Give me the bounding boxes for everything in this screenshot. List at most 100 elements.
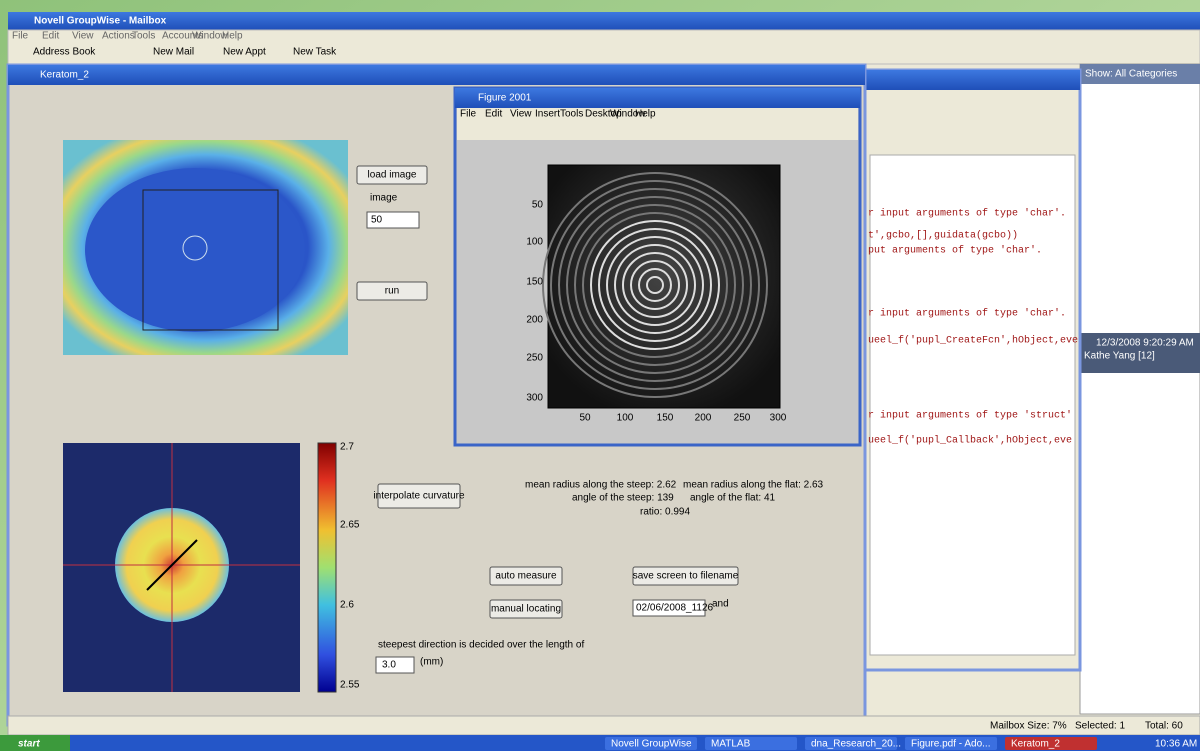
toolbar-label: New Mail: [153, 47, 194, 58]
ring: [614, 244, 696, 326]
task-item[interactable]: [1005, 737, 1097, 750]
length-input[interactable]: [375, 656, 415, 674]
ring: [598, 228, 712, 342]
app-title: Novell GroupWise - Mailbox: [34, 16, 167, 27]
image-select[interactable]: [366, 211, 420, 229]
auto-button-label: auto measure: [495, 571, 557, 582]
menu-item: Accounts: [162, 31, 203, 42]
run-button[interactable]: [356, 281, 428, 301]
y-tick-label: 300: [526, 393, 543, 404]
task-label: MATLAB: [711, 739, 751, 750]
x-tick-label: 100: [617, 413, 634, 424]
figure-menu-item: Insert: [535, 109, 560, 120]
y-tick-label: 250: [526, 353, 543, 364]
code-line: r input arguments of type 'char'.: [868, 208, 1066, 220]
manual-button[interactable]: [489, 599, 563, 619]
ring: [622, 252, 688, 318]
clock: 10:36 AM: [1155, 739, 1197, 750]
ring: [566, 196, 744, 374]
x-tick-label: 50: [579, 413, 591, 424]
figure-menu-item: View: [510, 109, 532, 120]
editor-titlebar: [865, 70, 1080, 90]
task-label: Keratom_2: [1011, 739, 1060, 750]
side-header: [1080, 64, 1200, 84]
figure-titlebar: [455, 88, 860, 108]
code-line: r input arguments of type 'struct': [868, 410, 1072, 422]
colorbar-label: 2.7: [340, 442, 354, 453]
load-button[interactable]: [356, 165, 428, 185]
result-text: mean radius along the flat: 2.63: [683, 480, 824, 491]
gui-titlebar: [8, 65, 865, 85]
steep-axis: [146, 539, 198, 591]
figure-title: Figure 2001: [478, 93, 532, 104]
editor-text-area: [869, 154, 1076, 656]
cornea-region: [85, 168, 305, 332]
x-tick-label: 150: [657, 413, 674, 424]
y-tick-label: 100: [526, 237, 543, 248]
app-toolbar: [7, 29, 1200, 65]
menu-item: File: [12, 31, 29, 42]
menu-item: Tools: [132, 31, 155, 42]
task-label: Figure.pdf - Ado...: [911, 739, 991, 750]
task-label: Novell GroupWise: [611, 739, 692, 750]
colorbar-label: 2.65: [340, 520, 360, 531]
manual-button-label: manual locating: [491, 604, 561, 615]
result-text: ratio: 0.994: [640, 507, 690, 518]
task-item[interactable]: [905, 737, 997, 750]
status-item: Mailbox Size: 7%: [990, 721, 1067, 732]
y-tick-label: 50: [532, 200, 544, 211]
app-titlebar: [8, 12, 1200, 30]
filename-input[interactable]: [632, 599, 706, 617]
code-line: r input arguments of type 'char'.: [868, 308, 1066, 320]
image-label: image: [370, 193, 398, 204]
ring: [574, 204, 736, 366]
steepest-label: steepest direction is decided over the l…: [378, 640, 584, 651]
figure-menu-item: Help: [635, 109, 656, 120]
ring: [582, 212, 728, 358]
ring: [646, 276, 664, 294]
code-line: ueel_f('pupl_CreateFcn',hObject,eve: [868, 335, 1078, 347]
filename-suffix: and: [712, 599, 729, 610]
figure-toolbar: [457, 108, 858, 140]
interpolate-button-label: interpolate curvature: [373, 491, 465, 502]
ring: [638, 268, 672, 302]
show-filter: Show: All Categories: [1085, 69, 1177, 80]
side-selected: [1080, 333, 1200, 373]
task-item[interactable]: [805, 737, 897, 750]
status-item: Total: 60: [1145, 721, 1183, 732]
auto-button[interactable]: [489, 566, 563, 586]
figure-menu-item: Window: [610, 109, 646, 120]
length-value: 3.0: [382, 660, 396, 671]
ring: [558, 188, 752, 382]
result-text: angle of the flat: 41: [690, 493, 776, 504]
start-label: start: [18, 739, 40, 750]
task-item[interactable]: [605, 737, 697, 750]
ring: [630, 260, 680, 310]
result-text: angle of the steep: 139: [572, 493, 674, 504]
figure-menu-item: Edit: [485, 109, 502, 120]
colorbar-label: 2.6: [340, 600, 354, 611]
task-item[interactable]: [705, 737, 797, 750]
menu-item: Edit: [42, 31, 59, 42]
code-line: t',gcbo,[],guidata(gcbo)): [868, 230, 1018, 242]
ring: [550, 180, 760, 390]
code-line: put arguments of type 'char'.: [868, 245, 1042, 257]
side-item: Kathe Yang [12]: [1084, 351, 1155, 362]
y-tick-label: 150: [526, 277, 543, 288]
ring: [542, 172, 768, 398]
toolbar-label: New Appt: [223, 47, 266, 58]
filename-value: 02/06/2008_1126: [636, 603, 714, 614]
save-button[interactable]: [632, 566, 739, 586]
figure-menu-item: Tools: [560, 109, 583, 120]
x-tick-label: 300: [770, 413, 787, 424]
figure-menu-item: Desktop: [585, 109, 622, 120]
interpolate-button[interactable]: [377, 483, 461, 509]
menu-item: Window: [192, 31, 228, 42]
ring: [606, 236, 704, 334]
rings: [542, 172, 768, 398]
start-button[interactable]: [0, 735, 70, 751]
load-button-label: load image: [368, 170, 417, 181]
figure-menu-item: File: [460, 109, 477, 120]
y-tick-label: 200: [526, 315, 543, 326]
ring: [590, 220, 720, 350]
